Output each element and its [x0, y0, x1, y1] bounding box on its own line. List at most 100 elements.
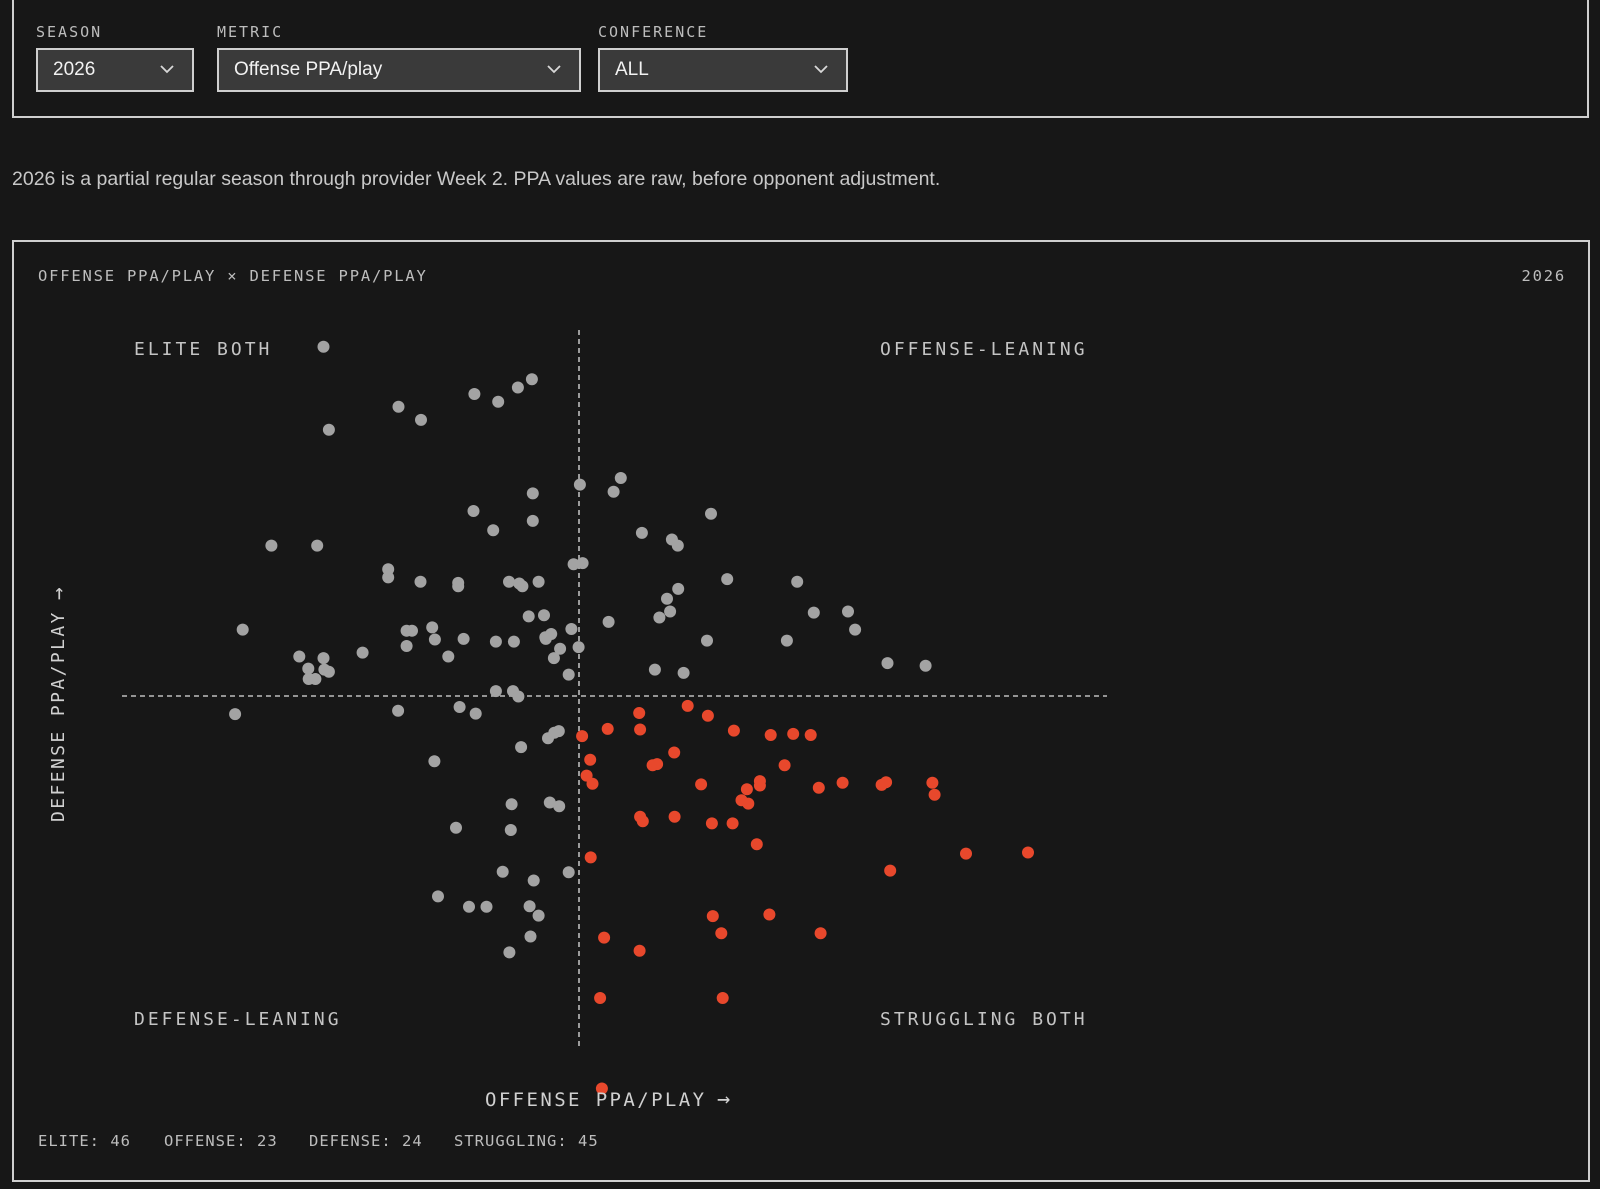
team-point[interactable]: [293, 650, 306, 663]
team-point-highlight[interactable]: [695, 778, 708, 791]
team-point[interactable]: [602, 615, 615, 628]
team-point-highlight[interactable]: [726, 817, 739, 830]
team-point[interactable]: [607, 485, 620, 498]
conference-select[interactable]: ALL: [598, 48, 848, 92]
team-point[interactable]: [515, 741, 528, 754]
team-point[interactable]: [302, 662, 315, 675]
team-point[interactable]: [503, 946, 516, 959]
team-point[interactable]: [545, 628, 558, 640]
team-point[interactable]: [554, 642, 567, 655]
team-point[interactable]: [573, 478, 586, 491]
team-point-highlight[interactable]: [668, 810, 681, 823]
team-point-highlight[interactable]: [764, 729, 777, 741]
team-point[interactable]: [489, 685, 502, 698]
team-point[interactable]: [428, 633, 441, 646]
team-point[interactable]: [463, 900, 475, 913]
team-point[interactable]: [511, 381, 524, 394]
team-point[interactable]: [672, 582, 685, 595]
team-point-highlight[interactable]: [586, 777, 599, 790]
team-point[interactable]: [526, 487, 539, 500]
team-point[interactable]: [505, 798, 518, 811]
team-point[interactable]: [526, 514, 539, 527]
team-point[interactable]: [504, 824, 517, 836]
team-point[interactable]: [522, 610, 535, 623]
team-point-highlight[interactable]: [778, 759, 791, 772]
team-point-highlight[interactable]: [651, 758, 664, 771]
team-point[interactable]: [318, 663, 331, 676]
team-point-highlight[interactable]: [668, 746, 681, 759]
team-point-highlight[interactable]: [595, 1082, 608, 1095]
team-point[interactable]: [677, 666, 690, 679]
team-point[interactable]: [780, 634, 793, 647]
team-point[interactable]: [671, 539, 684, 552]
team-point[interactable]: [356, 646, 369, 659]
team-point-highlight[interactable]: [804, 729, 817, 741]
team-point[interactable]: [415, 413, 427, 426]
team-point[interactable]: [414, 575, 427, 588]
team-point[interactable]: [450, 821, 462, 834]
team-point-highlight[interactable]: [814, 927, 827, 940]
team-point[interactable]: [562, 866, 575, 879]
team-point-highlight[interactable]: [706, 910, 719, 923]
team-point[interactable]: [664, 605, 677, 618]
team-point[interactable]: [311, 539, 324, 552]
team-point-highlight[interactable]: [633, 944, 646, 957]
team-point[interactable]: [469, 707, 482, 720]
team-point[interactable]: [721, 573, 734, 586]
team-point-highlight[interactable]: [701, 709, 714, 722]
team-point[interactable]: [614, 472, 627, 484]
team-point-highlight[interactable]: [763, 908, 776, 921]
team-point[interactable]: [236, 623, 249, 636]
team-point[interactable]: [487, 524, 500, 537]
team-point[interactable]: [492, 395, 505, 408]
team-point[interactable]: [791, 575, 804, 588]
team-point-highlight[interactable]: [705, 817, 718, 830]
team-point[interactable]: [317, 652, 330, 665]
team-point[interactable]: [653, 611, 666, 624]
team-point[interactable]: [807, 606, 820, 619]
team-point[interactable]: [523, 900, 536, 913]
team-point[interactable]: [565, 623, 578, 635]
metric-select[interactable]: Offense PPA/play: [217, 48, 581, 92]
team-point[interactable]: [467, 505, 480, 517]
team-point[interactable]: [543, 796, 556, 809]
team-point-highlight[interactable]: [836, 776, 849, 789]
team-point[interactable]: [507, 635, 520, 648]
team-point-highlight[interactable]: [1022, 846, 1034, 859]
team-point-highlight[interactable]: [960, 847, 972, 860]
team-point-highlight[interactable]: [884, 864, 897, 877]
team-point-highlight[interactable]: [715, 927, 728, 940]
team-point-highlight[interactable]: [750, 838, 763, 851]
team-point[interactable]: [468, 388, 481, 400]
team-point[interactable]: [265, 539, 278, 552]
team-point[interactable]: [842, 605, 854, 618]
season-select[interactable]: 2026: [36, 48, 194, 92]
team-point[interactable]: [392, 704, 405, 717]
team-point[interactable]: [400, 640, 413, 652]
team-point[interactable]: [516, 580, 529, 593]
team-point[interactable]: [442, 650, 455, 663]
team-point-highlight[interactable]: [584, 851, 597, 864]
team-point[interactable]: [562, 668, 575, 681]
team-point[interactable]: [532, 575, 545, 588]
team-point-highlight[interactable]: [787, 727, 800, 740]
team-point[interactable]: [382, 563, 395, 576]
team-point-highlight[interactable]: [740, 783, 753, 796]
team-point[interactable]: [635, 526, 648, 539]
team-point[interactable]: [453, 701, 466, 713]
team-point-highlight[interactable]: [753, 775, 766, 788]
team-point[interactable]: [553, 800, 566, 813]
team-point[interactable]: [432, 890, 444, 903]
team-point[interactable]: [503, 575, 515, 588]
team-point[interactable]: [489, 635, 502, 648]
team-point-highlight[interactable]: [634, 723, 647, 736]
team-point[interactable]: [426, 621, 439, 634]
team-point[interactable]: [705, 507, 717, 520]
team-point-highlight[interactable]: [681, 699, 694, 712]
team-point-highlight[interactable]: [716, 992, 729, 1004]
team-point[interactable]: [567, 558, 580, 571]
team-point-highlight[interactable]: [875, 778, 888, 791]
team-point-highlight[interactable]: [576, 730, 589, 743]
team-point[interactable]: [457, 632, 470, 645]
team-point[interactable]: [524, 930, 537, 943]
